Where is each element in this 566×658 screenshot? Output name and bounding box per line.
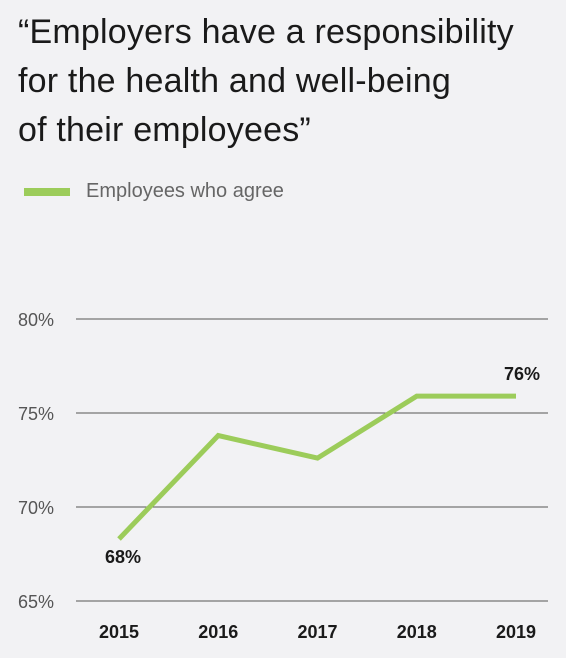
y-axis-ticks: 80% 75% 70% 65%: [18, 310, 54, 612]
series-lines: [117, 393, 516, 541]
y-tick-label: 70%: [18, 498, 54, 518]
gridlines: [76, 318, 548, 602]
y-tick-label: 80%: [18, 310, 54, 330]
x-tick-label: 2019: [496, 622, 536, 642]
data-label: 76%: [504, 364, 540, 384]
title-line-1: “Employers have a responsibility: [18, 13, 514, 51]
legend-swatch: [24, 187, 70, 196]
chart-title: “Employers have a responsibility for the…: [18, 8, 558, 155]
x-tick-label: 2016: [198, 622, 238, 642]
data-label: 68%: [105, 547, 141, 567]
series-line: [117, 393, 516, 541]
y-tick-label: 75%: [18, 404, 54, 424]
legend-label: Employees who agree: [86, 180, 284, 202]
x-tick-label: 2015: [99, 622, 139, 642]
title-line-3: of their employees”: [18, 111, 311, 149]
x-tick-label: 2018: [397, 622, 437, 642]
x-axis-ticks: 2015 2016 2017 2018 2019: [99, 622, 536, 642]
title-line-2: for the health and well-being: [18, 62, 451, 100]
legend: Employees who agree: [24, 180, 284, 203]
y-tick-label: 65%: [18, 592, 54, 612]
data-labels: 68% 76%: [105, 364, 540, 567]
x-tick-label: 2017: [297, 622, 337, 642]
